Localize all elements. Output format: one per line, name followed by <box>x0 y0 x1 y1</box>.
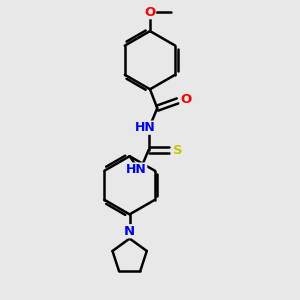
Text: HN: HN <box>126 163 147 176</box>
Text: N: N <box>124 225 135 238</box>
Text: S: S <box>173 144 182 157</box>
Text: O: O <box>144 6 156 19</box>
Text: O: O <box>180 93 191 106</box>
Text: HN: HN <box>135 121 156 134</box>
